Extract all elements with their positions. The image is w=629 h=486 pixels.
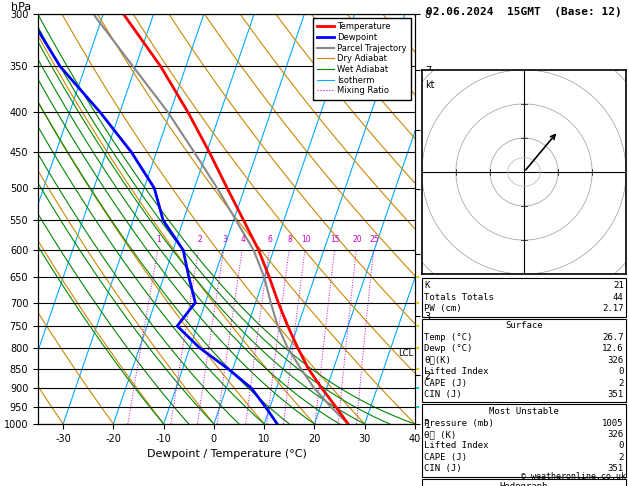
Text: Pressure (mb): Pressure (mb) xyxy=(425,418,494,428)
Text: CAPE (J): CAPE (J) xyxy=(425,379,467,387)
Y-axis label: km
ASL: km ASL xyxy=(443,208,461,230)
Text: Lifted Index: Lifted Index xyxy=(425,441,489,451)
Text: 26.7: 26.7 xyxy=(602,333,623,342)
Text: 4: 4 xyxy=(241,235,245,244)
Text: 20: 20 xyxy=(352,235,362,244)
Text: 1: 1 xyxy=(157,235,161,244)
Text: 21: 21 xyxy=(613,281,623,290)
Text: Surface: Surface xyxy=(505,321,543,330)
Text: 44: 44 xyxy=(613,293,623,302)
Text: Lifted Index: Lifted Index xyxy=(425,367,489,376)
Text: 351: 351 xyxy=(608,464,623,473)
Text: 10: 10 xyxy=(301,235,311,244)
Text: kt: kt xyxy=(425,80,435,90)
Text: Most Unstable: Most Unstable xyxy=(489,407,559,416)
Text: CAPE (J): CAPE (J) xyxy=(425,453,467,462)
Text: PW (cm): PW (cm) xyxy=(425,304,462,313)
Text: CIN (J): CIN (J) xyxy=(425,464,462,473)
Text: 15: 15 xyxy=(330,235,340,244)
X-axis label: Dewpoint / Temperature (°C): Dewpoint / Temperature (°C) xyxy=(147,449,306,459)
Text: © weatheronline.co.uk: © weatheronline.co.uk xyxy=(521,472,626,481)
Text: 39°04'N  26°36'E  105m  ASL: 39°04'N 26°36'E 105m ASL xyxy=(125,0,328,2)
Text: LCL: LCL xyxy=(398,348,413,358)
Text: 3: 3 xyxy=(222,235,227,244)
Text: 351: 351 xyxy=(608,390,623,399)
Text: 12.6: 12.6 xyxy=(602,344,623,353)
Legend: Temperature, Dewpoint, Parcel Trajectory, Dry Adiabat, Wet Adiabat, Isotherm, Mi: Temperature, Dewpoint, Parcel Trajectory… xyxy=(313,18,411,100)
Text: 1005: 1005 xyxy=(602,418,623,428)
Text: 2.17: 2.17 xyxy=(602,304,623,313)
Text: Hodograph: Hodograph xyxy=(500,482,548,486)
Text: Temp (°C): Temp (°C) xyxy=(425,333,473,342)
Text: Totals Totals: Totals Totals xyxy=(425,293,494,302)
Text: 02.06.2024  15GMT  (Base: 12): 02.06.2024 15GMT (Base: 12) xyxy=(426,7,622,17)
Text: 6: 6 xyxy=(267,235,272,244)
Text: 326: 326 xyxy=(608,356,623,364)
Text: θᴇ (K): θᴇ (K) xyxy=(425,430,457,439)
Text: hPa: hPa xyxy=(11,1,31,12)
Text: 2: 2 xyxy=(618,453,623,462)
Text: 2: 2 xyxy=(197,235,202,244)
Text: 326: 326 xyxy=(608,430,623,439)
Text: Dewp (°C): Dewp (°C) xyxy=(425,344,473,353)
Text: 2: 2 xyxy=(618,379,623,387)
Text: 25: 25 xyxy=(369,235,379,244)
Text: K: K xyxy=(425,281,430,290)
Text: 0: 0 xyxy=(618,441,623,451)
Text: θᴇ(K): θᴇ(K) xyxy=(425,356,451,364)
Text: 8: 8 xyxy=(287,235,292,244)
Text: 0: 0 xyxy=(618,367,623,376)
Text: Mixing Ratio (g/kg): Mixing Ratio (g/kg) xyxy=(456,176,465,262)
Text: CIN (J): CIN (J) xyxy=(425,390,462,399)
